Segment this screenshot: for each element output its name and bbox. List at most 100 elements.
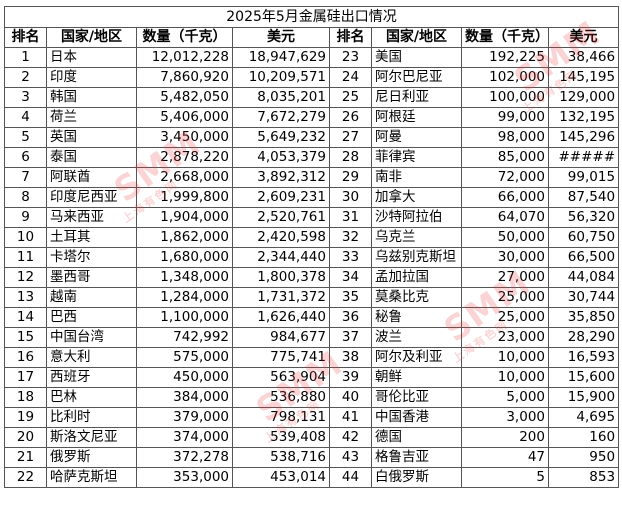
country-cell: 白俄罗斯 bbox=[371, 467, 462, 488]
rank-cell: 1 bbox=[4, 47, 47, 68]
qty-cell: 384,000 bbox=[136, 387, 233, 408]
country-cell: 卡塔尔 bbox=[46, 247, 137, 268]
qty-cell: 102,000 bbox=[461, 67, 549, 88]
qty-cell: 25,000 bbox=[461, 307, 549, 328]
qty-cell: 64,070 bbox=[461, 207, 549, 228]
qty-cell: 5,482,050 bbox=[136, 87, 233, 108]
qty-cell: 2,668,000 bbox=[136, 167, 233, 188]
usd-cell: 99,015 bbox=[547, 167, 620, 188]
rank-cell: 36 bbox=[329, 307, 372, 328]
usd-cell: 15,900 bbox=[547, 387, 620, 408]
qty-cell: 3,450,000 bbox=[136, 127, 233, 148]
qty-cell: 50,000 bbox=[461, 227, 549, 248]
header-usd: 美元 bbox=[232, 27, 330, 48]
table-row: 19 比利时 379,000 798,131 41 中国香港 3,000 4,695 bbox=[4, 407, 620, 428]
table-row: 12 墨西哥 1,348,000 1,800,378 34 孟加拉国 27,000 44,08… bbox=[4, 267, 620, 288]
rank-cell: 21 bbox=[4, 447, 47, 468]
usd-cell: 5,649,232 bbox=[232, 127, 330, 148]
usd-cell: 16,593 bbox=[547, 347, 620, 368]
country-cell: 格鲁吉亚 bbox=[371, 447, 462, 468]
usd-cell: 950 bbox=[547, 447, 620, 468]
country-cell: 韩国 bbox=[46, 87, 137, 108]
qty-cell: 25,000 bbox=[461, 287, 549, 308]
usd-cell: 160 bbox=[547, 427, 620, 448]
qty-cell: 10,000 bbox=[461, 367, 549, 388]
rank-cell: 3 bbox=[4, 87, 47, 108]
country-cell: 哥伦比亚 bbox=[371, 387, 462, 408]
qty-cell: 372,278 bbox=[136, 447, 233, 468]
rank-cell: 22 bbox=[4, 467, 47, 488]
country-cell: 乌克兰 bbox=[371, 227, 462, 248]
usd-cell: 1,731,372 bbox=[232, 287, 330, 308]
country-cell: 秘鲁 bbox=[371, 307, 462, 328]
qty-cell: 1,999,800 bbox=[136, 187, 233, 208]
rank-cell: 42 bbox=[329, 427, 372, 448]
country-cell: 沙特阿拉伯 bbox=[371, 207, 462, 228]
qty-cell: 1,904,000 bbox=[136, 207, 233, 228]
usd-cell: 1,626,440 bbox=[232, 307, 330, 328]
country-cell: 印度 bbox=[46, 67, 137, 88]
usd-cell: 60,750 bbox=[547, 227, 620, 248]
rank-cell: 7 bbox=[4, 167, 47, 188]
usd-cell: 129,000 bbox=[547, 87, 620, 108]
country-cell: 巴西 bbox=[46, 307, 137, 328]
country-cell: 比利时 bbox=[46, 407, 137, 428]
usd-cell: 28,290 bbox=[547, 327, 620, 348]
country-cell: 尼日利亚 bbox=[371, 87, 462, 108]
table-row: 5 英国 3,450,000 5,649,232 27 阿曼 98,000 145,296 bbox=[4, 127, 620, 148]
rank-cell: 43 bbox=[329, 447, 372, 468]
usd-cell: 798,131 bbox=[232, 407, 330, 428]
rank-cell: 12 bbox=[4, 267, 47, 288]
usd-cell: 538,716 bbox=[232, 447, 330, 468]
qty-cell: 200 bbox=[461, 427, 549, 448]
usd-cell: 536,880 bbox=[232, 387, 330, 408]
usd-cell: 18,947,629 bbox=[232, 47, 330, 68]
qty-cell: 66,000 bbox=[461, 187, 549, 208]
country-cell: 西班牙 bbox=[46, 367, 137, 388]
qty-cell: 85,000 bbox=[461, 147, 549, 168]
qty-cell: 5 bbox=[461, 467, 549, 488]
rank-cell: 29 bbox=[329, 167, 372, 188]
qty-cell: 1,284,000 bbox=[136, 287, 233, 308]
qty-cell: 1,100,000 bbox=[136, 307, 233, 328]
usd-cell: 35,850 bbox=[547, 307, 620, 328]
qty-cell: 98,000 bbox=[461, 127, 549, 148]
rank-cell: 25 bbox=[329, 87, 372, 108]
qty-cell: 742,992 bbox=[136, 327, 233, 348]
table-row: 9 马来西亚 1,904,000 2,520,761 31 沙特阿拉伯 64,070 56,3… bbox=[4, 207, 620, 228]
usd-cell: 2,609,231 bbox=[232, 187, 330, 208]
rank-cell: 34 bbox=[329, 267, 372, 288]
rank-cell: 23 bbox=[329, 47, 372, 68]
rank-cell: 18 bbox=[4, 387, 47, 408]
rank-cell: 10 bbox=[4, 227, 47, 248]
country-cell: 意大利 bbox=[46, 347, 137, 368]
rank-cell: 15 bbox=[4, 327, 47, 348]
table-row: 18 巴林 384,000 536,880 40 哥伦比亚 5,000 15,900 bbox=[4, 387, 620, 408]
rank-cell: 33 bbox=[329, 247, 372, 268]
header-qty-2: 数量（千克） bbox=[461, 27, 549, 48]
table-row: 4 荷兰 5,406,000 7,672,279 26 阿根廷 99,000 132,195 bbox=[4, 107, 620, 128]
header-country: 国家/地区 bbox=[46, 27, 137, 48]
usd-cell: 2,520,761 bbox=[232, 207, 330, 228]
rank-cell: 19 bbox=[4, 407, 47, 428]
qty-cell: 5,000 bbox=[461, 387, 549, 408]
usd-cell: 2,344,440 bbox=[232, 247, 330, 268]
table-row: 22 哈萨克斯坦 353,000 453,014 44 白俄罗斯 5 853 bbox=[4, 467, 620, 488]
qty-cell: 47 bbox=[461, 447, 549, 468]
qty-cell: 2,878,220 bbox=[136, 147, 233, 168]
usd-cell: 4,695 bbox=[547, 407, 620, 428]
table-row: 3 韩国 5,482,050 8,035,201 25 尼日利亚 100,000 129,00… bbox=[4, 87, 620, 108]
qty-cell: 450,000 bbox=[136, 367, 233, 388]
usd-cell: 984,677 bbox=[232, 327, 330, 348]
usd-cell: 66,500 bbox=[547, 247, 620, 268]
qty-cell: 12,012,228 bbox=[136, 47, 233, 68]
qty-cell: 5,406,000 bbox=[136, 107, 233, 128]
header-rank: 排名 bbox=[4, 27, 47, 48]
country-cell: 日本 bbox=[46, 47, 137, 68]
qty-cell: 192,225 bbox=[461, 47, 549, 68]
table-title: 2025年5月金属硅出口情况 bbox=[3, 6, 620, 28]
country-cell: 阿根廷 bbox=[371, 107, 462, 128]
usd-cell: 1,800,378 bbox=[232, 267, 330, 288]
qty-cell: 374,000 bbox=[136, 427, 233, 448]
rank-cell: 24 bbox=[329, 67, 372, 88]
